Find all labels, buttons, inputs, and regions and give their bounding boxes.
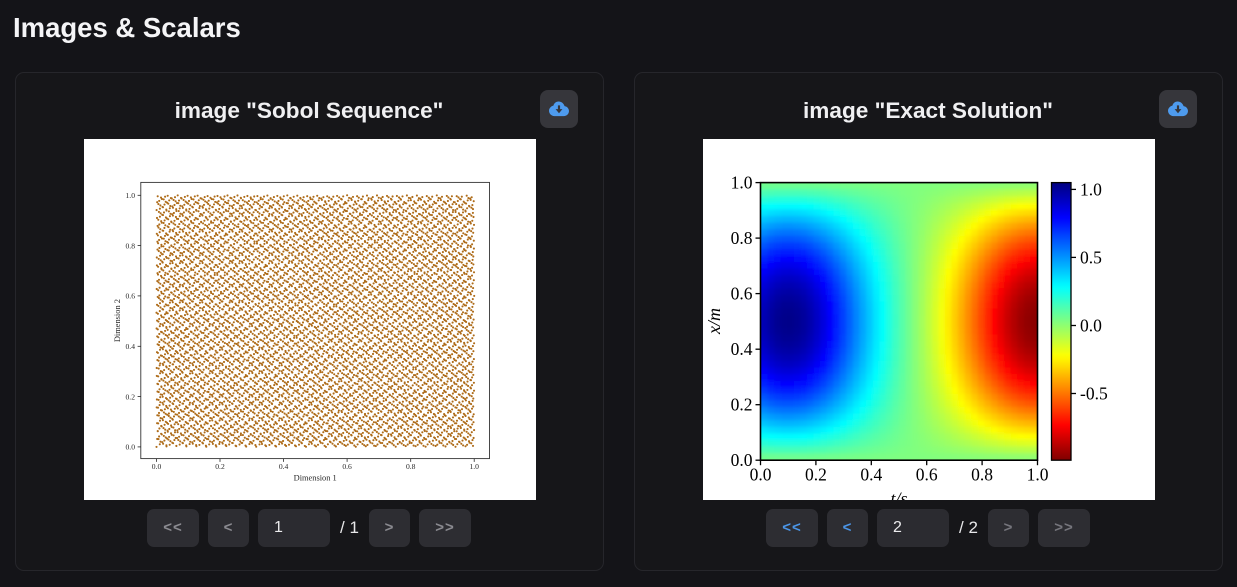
svg-text:0.0: 0.0 [1080, 316, 1102, 336]
svg-text:0.0: 0.0 [152, 463, 162, 472]
svg-text:0.2: 0.2 [731, 395, 753, 415]
svg-text:0.0: 0.0 [750, 465, 772, 485]
svg-text:0.8: 0.8 [126, 242, 136, 251]
svg-text:1.0: 1.0 [126, 191, 136, 200]
svg-text:x/m: x/m [704, 308, 724, 335]
svg-text:0.8: 0.8 [731, 228, 753, 248]
svg-text:-0.5: -0.5 [1080, 384, 1108, 404]
svg-text:1.0: 1.0 [731, 173, 753, 193]
svg-text:Dimension 2: Dimension 2 [113, 299, 122, 342]
svg-text:0.4: 0.4 [126, 342, 136, 351]
svg-text:1.0: 1.0 [469, 463, 479, 472]
svg-text:Dimension 1: Dimension 1 [294, 474, 337, 483]
svg-text:0.4: 0.4 [860, 465, 882, 485]
svg-text:0.2: 0.2 [126, 393, 136, 402]
svg-text:0.8: 0.8 [406, 463, 416, 472]
svg-text:0.2: 0.2 [215, 463, 225, 472]
svg-text:0.4: 0.4 [731, 340, 753, 360]
svg-text:0.6: 0.6 [126, 292, 136, 301]
svg-text:0.6: 0.6 [342, 463, 352, 472]
svg-text:0.6: 0.6 [731, 284, 753, 304]
svg-text:t/s: t/s [890, 489, 907, 501]
svg-text:0.4: 0.4 [279, 463, 289, 472]
svg-text:0.0: 0.0 [731, 451, 753, 471]
svg-text:1.0: 1.0 [1080, 180, 1102, 200]
svg-text:0.6: 0.6 [916, 465, 938, 485]
svg-text:0.2: 0.2 [805, 465, 827, 485]
svg-text:0.8: 0.8 [971, 465, 993, 485]
svg-text:0.5: 0.5 [1080, 248, 1102, 268]
svg-text:1.0: 1.0 [1027, 465, 1049, 485]
svg-text:0.0: 0.0 [126, 443, 136, 452]
